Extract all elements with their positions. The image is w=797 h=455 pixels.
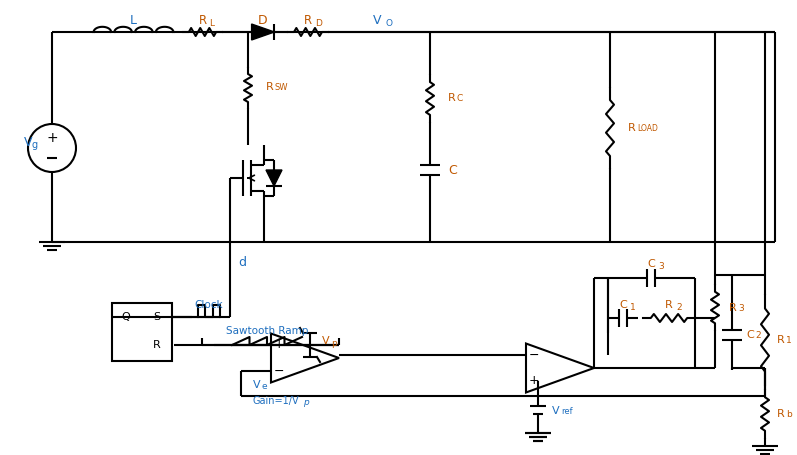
Text: R: R bbox=[665, 300, 673, 310]
Text: O: O bbox=[386, 19, 393, 28]
Text: R: R bbox=[729, 303, 736, 313]
Text: R: R bbox=[628, 123, 636, 133]
Text: V: V bbox=[322, 336, 330, 346]
Text: C: C bbox=[448, 163, 457, 177]
Text: p: p bbox=[303, 398, 308, 407]
Text: C: C bbox=[648, 259, 655, 269]
Text: R: R bbox=[777, 409, 785, 419]
Text: V: V bbox=[24, 136, 33, 150]
Text: −: − bbox=[273, 364, 285, 378]
Text: b: b bbox=[786, 410, 791, 419]
Text: V: V bbox=[552, 406, 559, 416]
Text: V: V bbox=[253, 380, 261, 390]
Text: 2: 2 bbox=[676, 303, 681, 312]
Text: C: C bbox=[746, 330, 754, 340]
Text: 3: 3 bbox=[658, 262, 664, 271]
Text: R: R bbox=[448, 93, 456, 103]
Text: C: C bbox=[619, 300, 627, 310]
Text: D: D bbox=[315, 19, 322, 28]
Text: Sawtooth Ramp: Sawtooth Ramp bbox=[226, 326, 308, 336]
Polygon shape bbox=[266, 170, 282, 186]
Text: ref: ref bbox=[561, 407, 572, 416]
Text: Clock: Clock bbox=[194, 300, 223, 310]
Text: +: + bbox=[528, 374, 540, 388]
Text: D: D bbox=[258, 15, 268, 27]
Text: +: + bbox=[46, 131, 58, 146]
Text: 2: 2 bbox=[755, 331, 760, 340]
Text: V: V bbox=[373, 15, 381, 27]
Text: R: R bbox=[777, 335, 785, 345]
Text: S: S bbox=[154, 312, 160, 322]
Text: R: R bbox=[304, 15, 312, 27]
Text: R: R bbox=[198, 15, 206, 27]
Text: LOAD: LOAD bbox=[637, 124, 658, 133]
Text: p: p bbox=[331, 339, 337, 348]
Text: 1: 1 bbox=[630, 303, 636, 312]
Text: L: L bbox=[130, 15, 137, 27]
Text: −: − bbox=[528, 349, 540, 362]
Polygon shape bbox=[252, 24, 274, 40]
Text: L: L bbox=[210, 19, 214, 28]
Text: 1: 1 bbox=[786, 336, 791, 345]
Text: Q: Q bbox=[122, 312, 131, 322]
Text: C: C bbox=[457, 94, 463, 103]
Text: d: d bbox=[238, 256, 246, 268]
Text: R: R bbox=[153, 340, 161, 350]
Text: 3: 3 bbox=[738, 304, 744, 313]
Text: e: e bbox=[262, 382, 268, 391]
Text: +: + bbox=[273, 339, 285, 352]
Text: SW: SW bbox=[275, 83, 289, 92]
Text: Gain=1/V: Gain=1/V bbox=[253, 396, 300, 406]
Text: R: R bbox=[266, 82, 273, 92]
Text: g: g bbox=[32, 140, 38, 150]
